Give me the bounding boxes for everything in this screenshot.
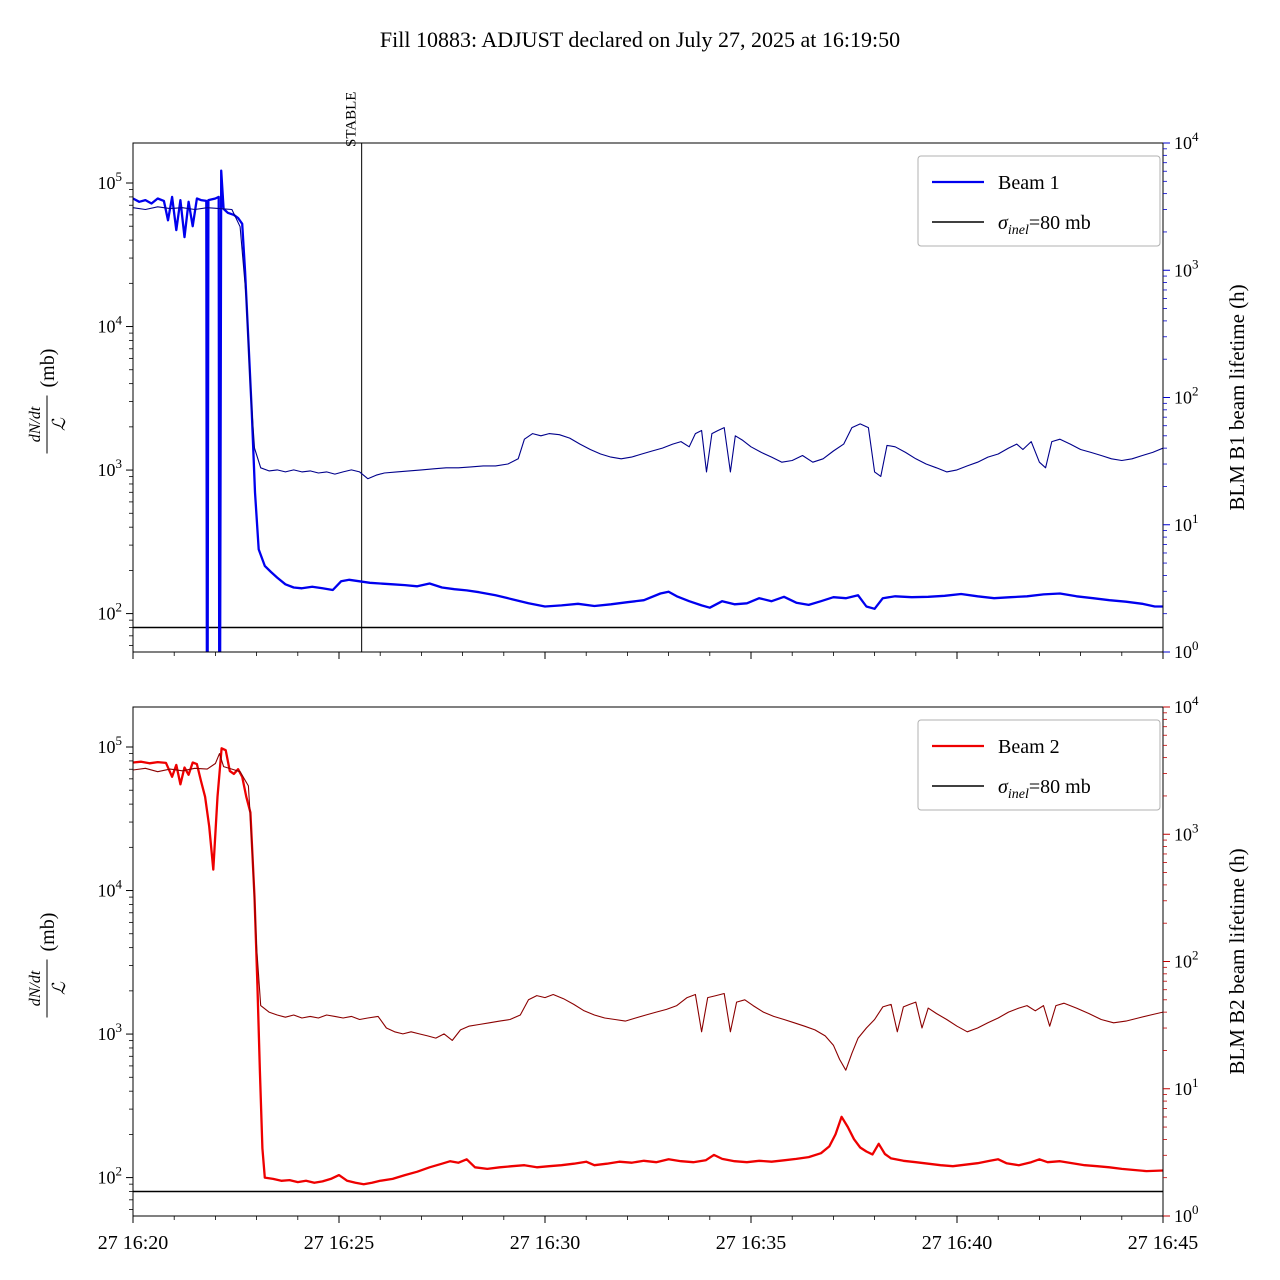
x-tick-label: 27 16:30 [510, 1232, 581, 1254]
left-axis-label-denominator: ℒ [49, 981, 69, 995]
left-tick-label: 103 [98, 456, 123, 480]
stable-label-group: STABLE [344, 92, 360, 147]
legend-label: Beam 2 [998, 736, 1060, 758]
left-axis-label-denominator: ℒ [49, 417, 69, 431]
x-tick-label: 27 16:45 [1128, 1232, 1199, 1254]
right-tick-label: 103 [1174, 820, 1199, 844]
right-tick-label: 102 [1174, 384, 1199, 408]
beam2-subplot: 102 103 104 105 100 101 102 103 104 27 16:20 27 16… [27, 693, 1249, 1254]
left-axis-label-unit: (mb) [37, 913, 59, 952]
x-tick-label: 27 16:25 [304, 1232, 375, 1254]
x-tick-label: 27 16:40 [922, 1232, 993, 1254]
left-tick-label: 104 [98, 877, 123, 901]
beam1-subplot: STABLE 102 103 104 105 100 101 102 103 104 Beam 1 σ… [27, 92, 1249, 662]
left-tick-label: 103 [98, 1020, 123, 1044]
left-tick-label: 105 [98, 733, 123, 757]
left-axis-label-numerator: dN/dt [27, 970, 44, 1006]
right-axis-label-group: BLM B2 beam lifetime (h) [1225, 848, 1249, 1074]
blm-b2-lifetime-line [133, 753, 1163, 1071]
legend-label: σinel=80 mb [998, 212, 1091, 238]
legend-label: σinel=80 mb [998, 776, 1091, 802]
left-axis-label-numerator: dN/dt [27, 406, 44, 442]
stable-label: STABLE [344, 92, 360, 147]
right-tick-label: 101 [1174, 1075, 1199, 1099]
blm-b1-lifetime-line [133, 206, 1163, 480]
right-tick-label: 103 [1174, 256, 1199, 280]
left-tick-label: 102 [98, 1164, 123, 1188]
x-tick-label: 27 16:35 [716, 1232, 787, 1254]
right-tick-label: 104 [1174, 129, 1199, 153]
left-tick-label: 104 [98, 313, 123, 337]
left-tick-label: 102 [98, 600, 123, 624]
right-tick-label: 104 [1174, 693, 1199, 717]
left-axis-label-unit: (mb) [37, 349, 59, 388]
right-tick-label: 100 [1174, 638, 1199, 662]
beam2-line [133, 747, 1163, 1186]
x-tick-label: 27 16:20 [98, 1232, 169, 1254]
right-tick-label: 100 [1174, 1202, 1199, 1226]
legend-label: Beam 1 [998, 172, 1060, 194]
right-tick-label: 102 [1174, 948, 1199, 972]
figure-title: Fill 10883: ADJUST declared on July 27, … [380, 27, 900, 52]
legend-box [917, 155, 1161, 247]
left-tick-label: 105 [98, 169, 123, 193]
right-axis-label: BLM B2 beam lifetime (h) [1225, 848, 1249, 1074]
left-axis-label: dN/dt ℒ (mb) [27, 349, 69, 454]
right-axis-label: BLM B1 beam lifetime (h) [1225, 284, 1249, 510]
right-axis-label-group: BLM B1 beam lifetime (h) [1225, 284, 1249, 510]
beam1-line [133, 169, 1163, 652]
legend-box [917, 719, 1161, 811]
right-tick-label: 101 [1174, 511, 1199, 535]
left-axis-label: dN/dt ℒ (mb) [27, 913, 69, 1018]
